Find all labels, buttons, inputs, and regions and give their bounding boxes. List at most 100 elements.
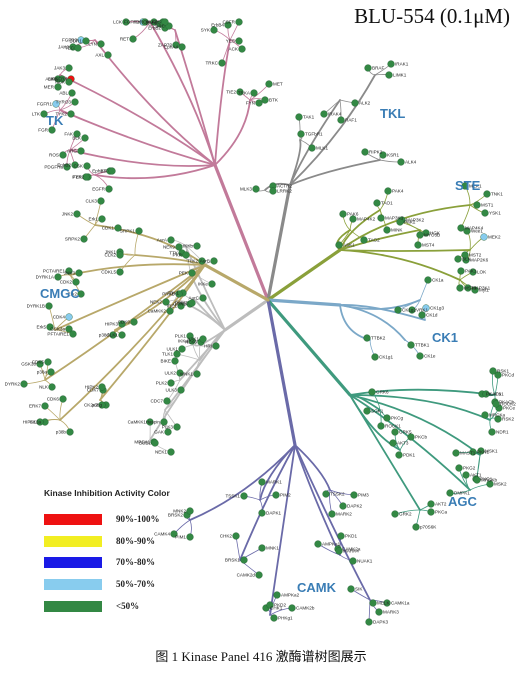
kinase-label: IKKe [198, 282, 208, 287]
kinase-label: MLK3 [240, 187, 252, 192]
kinase-label: PKACb [499, 400, 515, 405]
kinase-dot-csk [83, 162, 91, 170]
kinase-dot-pim3 [350, 491, 358, 499]
kinase-label: MARK1 [266, 480, 282, 485]
kinase-dot-nek9 [175, 243, 183, 251]
kinase-dots [20, 18, 503, 626]
kinase-label: EphB2 [57, 163, 71, 168]
kinase-dot-camk2d [255, 571, 263, 579]
kinase-dot-cdk4 [65, 313, 73, 321]
kinase-label: SRC [155, 24, 165, 29]
kinase-dot-trka [250, 89, 258, 97]
kinase-label: MLK1 [316, 146, 328, 151]
kinase-label: CK1g3 [430, 306, 444, 311]
kinase-label: MAP4K4 [465, 226, 484, 231]
kinase-dot-tak1 [295, 113, 303, 121]
kinase-dot-p38a [47, 368, 55, 376]
kinase-dot-ikka [188, 337, 196, 345]
kinase-label: CDC7 [150, 399, 163, 404]
kinase-dot-srpk2 [80, 235, 88, 243]
kinase-dot-bmx [58, 75, 66, 83]
kinase-label: MUSK [146, 20, 160, 25]
group-branch [349, 394, 401, 451]
group-branch [269, 444, 296, 616]
kinase-label: TAO2 [368, 238, 380, 243]
kinase-label: PAK2 [404, 220, 416, 225]
kinase-label: CK1a [432, 278, 444, 283]
kinase-label: PKG2 [463, 466, 476, 471]
kinase-label: PKCg [391, 416, 403, 421]
kinase-label: RSK2 [502, 417, 514, 422]
kinase-dot-erbb4 [224, 21, 232, 29]
kinase-label: p70S6K [420, 525, 437, 530]
legend-label: 50%-70% [116, 579, 155, 589]
kinase-label: AMPKa1 [322, 542, 341, 547]
kinase-dot-camkk2 [166, 307, 174, 315]
kinase-dot-ck1g2 [394, 306, 402, 314]
kinase-label: GAK [154, 430, 165, 435]
kinase-label: CK1d [426, 313, 438, 318]
kinase-label: ASK1 [343, 243, 355, 248]
kinase-label: FYN [246, 101, 255, 106]
kinase-label: IRAK1 [395, 62, 409, 67]
group-branch [294, 444, 331, 491]
kinase-label: KIT [101, 169, 108, 174]
kinase-dot-pkcb [407, 433, 415, 441]
kinase-dot-braf [364, 64, 372, 72]
kinase-label: MELK [377, 601, 390, 606]
kinase-label: CSFR [222, 20, 235, 25]
kinase-dot-tyro3 [71, 98, 79, 106]
kinase-label: CK2a2 [84, 403, 98, 408]
kinase-dot-ikkb [193, 242, 201, 250]
kinase-label: MST2 [469, 253, 482, 258]
kinase-label: LCK [113, 20, 123, 25]
kinase-dot-tlk2 [198, 257, 206, 265]
kinase-label: HIPK1 [23, 420, 37, 425]
kinase-label: EphB3 [92, 169, 106, 174]
kinase-label: MARK2 [336, 512, 352, 517]
kinase-dot-tssk2 [322, 490, 330, 498]
kinase-dot-mst1 [473, 201, 481, 209]
kinase-label: HIPK3 [105, 322, 119, 327]
kinase-label: FGFR4 [52, 77, 68, 82]
kinase-dot-wee1 [463, 227, 471, 235]
kinase-dot-cdk2 [72, 278, 80, 286]
legend-label: 70%-80% [116, 557, 155, 567]
kinase-dot-mnk2 [186, 507, 194, 515]
legend-label: 90%-100% [116, 514, 160, 524]
kinase-dot-bike [171, 357, 179, 365]
kinase-label: GRK5 [399, 430, 412, 435]
kinase-dot-mek1 [461, 182, 469, 190]
kinase-dot-ddr1 [82, 37, 90, 45]
kinase-dot-pftaire1 [69, 330, 77, 338]
kinase-label: FAK [64, 132, 74, 137]
kinase-label: CDK9 [118, 320, 131, 325]
group-label-tkl: TKL [380, 106, 405, 121]
kinase-dot-aak1 [199, 335, 207, 343]
kinase-dot-arg [77, 147, 85, 155]
kinase-dot-rock2 [492, 400, 500, 408]
group-branch [59, 109, 216, 166]
kinase-label: NDR1 [496, 430, 509, 435]
kinase-dot-raf1 [337, 116, 345, 124]
kinase-dot-cdk1 [114, 224, 122, 232]
kinase-dot-abl [68, 89, 76, 97]
kinase-label: PKN1 [477, 450, 489, 455]
kinase-label: NEK2 [150, 300, 162, 305]
kinase-label: PKD1 [345, 534, 357, 539]
kinase-dot-gsk3b [36, 360, 44, 368]
kinase-label: AKT2 [435, 502, 447, 507]
kinase-label: Haspin [146, 420, 161, 425]
kinase-dot-ltk [40, 110, 48, 118]
kinase-dot-pdk1 [395, 451, 403, 459]
kinase-label: PLK3 [162, 425, 174, 430]
kinase-label: GRK2 [399, 512, 412, 517]
kinase-dot-pak4 [384, 187, 392, 195]
kinase-dot-jak3 [65, 64, 73, 72]
kinase-dot-hri [212, 342, 220, 350]
kinase-dot-axl [104, 51, 112, 59]
kinase-label: ULK1 [167, 347, 179, 352]
kinase-dot-ret [129, 35, 137, 43]
kinase-label: GSK3a [50, 327, 65, 332]
kinase-dot-myo3b [416, 231, 424, 239]
